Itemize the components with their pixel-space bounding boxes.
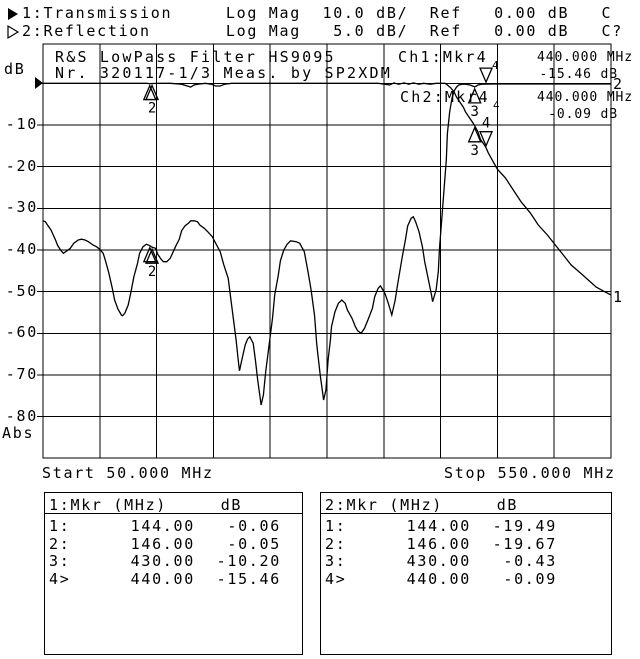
ch2-readout-freq: 440.000 MHz bbox=[537, 90, 633, 105]
marker-number-label: 4 bbox=[482, 116, 490, 132]
marker-freq: 146.00 bbox=[406, 534, 471, 553]
trace-reflection bbox=[42, 83, 611, 406]
marker-freq: 440.00 bbox=[406, 569, 471, 588]
marker-number-label: 2 bbox=[148, 101, 156, 117]
marker-number-label: 3 bbox=[470, 143, 478, 159]
y-tick--40: -40 bbox=[5, 240, 38, 258]
marker-freq: 144.00 bbox=[406, 517, 471, 535]
table-row: 4> 440.00 -15.46 bbox=[45, 570, 302, 588]
marker-number: 2: bbox=[49, 534, 71, 553]
marker-db: -19.49 bbox=[492, 517, 557, 535]
x-start-label: Start 50.000 MHz bbox=[42, 464, 214, 482]
marker-number: 1: bbox=[49, 517, 71, 535]
marker-1-4-triangle-icon bbox=[479, 131, 494, 148]
y-tick--50: -50 bbox=[5, 281, 38, 300]
marker-db: -19.67 bbox=[492, 534, 557, 553]
x-stop-label: Stop 550.000 MHz bbox=[444, 464, 616, 482]
header-ch2-line: 2:Reflection Log Mag 5.0 dB/ Ref 0.00 dB… bbox=[22, 22, 623, 40]
marker-table-ch1-header: 1:Mkr (MHz) dB bbox=[45, 493, 302, 514]
marker-number: 2: bbox=[325, 534, 347, 553]
ch1-readout-value: -15.46 dB bbox=[539, 67, 618, 82]
marker-1-2-triangle-icon bbox=[145, 83, 160, 101]
marker-1-1-triangle-icon bbox=[142, 83, 157, 101]
marker-freq: 144.00 bbox=[130, 517, 195, 535]
marker-table-ch1: 1:Mkr (MHz) dB 1: 144.00 -0.06 2: 146.00 -0.… bbox=[44, 492, 303, 655]
marker-number: 3: bbox=[325, 552, 347, 570]
marker-number: 4> bbox=[49, 569, 71, 588]
marker-1-3-triangle-icon bbox=[467, 126, 482, 143]
marker-number: 3: bbox=[49, 552, 71, 570]
y-tick--10: -10 bbox=[5, 115, 38, 133]
marker-freq: 440.00 bbox=[130, 569, 195, 588]
marker-freq: 146.00 bbox=[130, 534, 195, 553]
ch2-readout-value: -0.09 dB bbox=[548, 107, 618, 122]
ch1-active-arrow-icon bbox=[8, 8, 18, 20]
header-ch1-line: 1:Transmission Log Mag 10.0 dB/ Ref 0.00… bbox=[22, 4, 613, 22]
y-tick--20: -20 bbox=[5, 156, 38, 175]
y-tick--80: -80 bbox=[5, 406, 38, 425]
table-row: 3: 430.00 -10.20 bbox=[45, 552, 302, 570]
table-row: 2: 146.00 -19.67 bbox=[321, 535, 611, 553]
trace2-end-label: 2 bbox=[613, 75, 624, 93]
ch2-readout-label: Ch2:Mkr4 bbox=[400, 88, 490, 106]
y-tick--30: -30 bbox=[5, 198, 38, 217]
plot-title-line2: Nr. 320117-1/3 Meas. by SP2XDM bbox=[55, 64, 392, 82]
marker-2-2-triangle-icon bbox=[145, 247, 160, 264]
ch2-arrow-icon bbox=[7, 24, 20, 40]
y-tick--60: -60 bbox=[5, 323, 38, 342]
marker-2-4-triangle-icon bbox=[479, 67, 494, 84]
ch1-readout-label: Ch1:Mkr4 bbox=[398, 48, 488, 66]
table-row: 4> 440.00 -0.09 bbox=[321, 570, 611, 588]
marker-table-ch2-header: 2:Mkr (MHz) dB bbox=[321, 493, 611, 514]
trace1-end-label: 1 bbox=[613, 288, 624, 306]
marker-db: -0.06 bbox=[227, 517, 281, 535]
marker-freq: 430.00 bbox=[130, 552, 195, 570]
table-row: 1: 144.00 -0.06 bbox=[45, 517, 302, 535]
marker-db: -0.43 bbox=[503, 552, 557, 570]
ch2-readout-marker-sub: 4 bbox=[493, 99, 500, 112]
ch1-readout-freq: 440.000 MHz bbox=[537, 50, 633, 65]
plot-title-line1: R&S LowPass Filter HS9095 bbox=[55, 48, 336, 66]
table-row: 2: 146.00 -0.05 bbox=[45, 535, 302, 553]
marker-number: 4> bbox=[325, 569, 347, 588]
table-row: 1: 144.00 -19.49 bbox=[321, 517, 611, 535]
y-axis-unit-label: dB bbox=[4, 60, 26, 78]
trace-transmission bbox=[43, 82, 612, 296]
marker-number-label: 3 bbox=[470, 104, 478, 120]
marker-number-label: 2 bbox=[148, 264, 156, 280]
marker-db: -10.20 bbox=[216, 552, 281, 570]
marker-number: 1: bbox=[325, 517, 347, 535]
marker-db: -0.05 bbox=[227, 534, 281, 553]
marker-table-ch2: 2:Mkr (MHz) dB 1: 144.00 -19.49 2: 146.00 -1… bbox=[320, 492, 612, 655]
marker-2-1-triangle-icon bbox=[142, 246, 157, 263]
marker-freq: 430.00 bbox=[406, 552, 471, 570]
table-row: 3: 430.00 -0.43 bbox=[321, 552, 611, 570]
ref-level-arrow-icon bbox=[35, 77, 43, 89]
marker-db: -0.09 bbox=[503, 569, 557, 588]
y-axis-abs-label: Abs bbox=[2, 424, 35, 442]
y-tick--70: -70 bbox=[5, 365, 38, 383]
marker-2-3-triangle-icon bbox=[467, 87, 482, 104]
ch1-readout-marker-sub: 4 bbox=[492, 59, 499, 72]
marker-db: -15.46 bbox=[216, 569, 281, 588]
